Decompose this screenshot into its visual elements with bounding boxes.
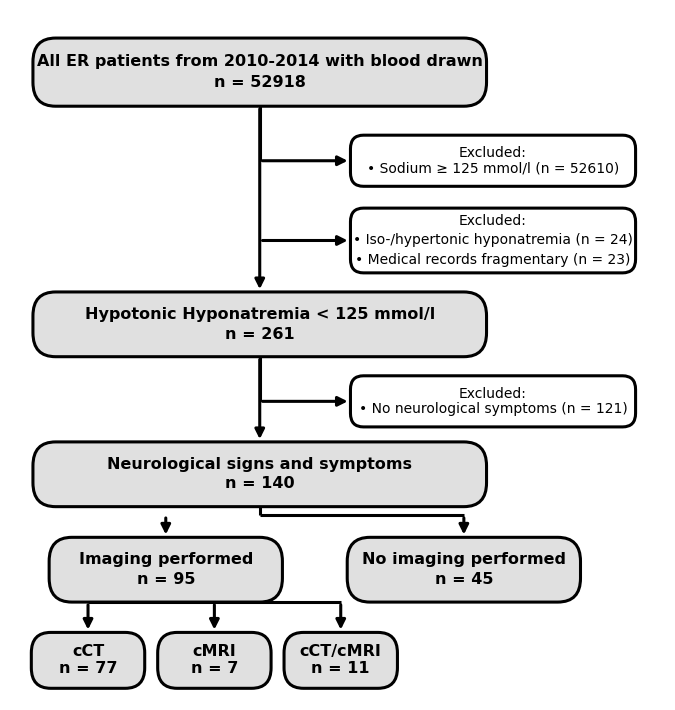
Text: cMRI: cMRI <box>192 645 236 660</box>
Text: • Sodium ≥ 125 mmol/l (n = 52610): • Sodium ≥ 125 mmol/l (n = 52610) <box>367 161 619 175</box>
FancyBboxPatch shape <box>49 537 282 602</box>
FancyBboxPatch shape <box>284 633 398 688</box>
Text: Excluded:: Excluded: <box>459 387 527 400</box>
Text: n = 52918: n = 52918 <box>214 75 306 90</box>
Text: All ER patients from 2010-2014 with blood drawn: All ER patients from 2010-2014 with bloo… <box>37 55 483 70</box>
Text: Imaging performed: Imaging performed <box>78 552 253 567</box>
FancyBboxPatch shape <box>31 633 144 688</box>
Text: • Medical records fragmentary (n = 23): • Medical records fragmentary (n = 23) <box>355 253 630 267</box>
FancyBboxPatch shape <box>350 376 636 427</box>
FancyBboxPatch shape <box>33 38 487 106</box>
Text: cCT/cMRI: cCT/cMRI <box>300 645 381 660</box>
Text: • No neurological symptoms (n = 121): • No neurological symptoms (n = 121) <box>358 402 627 416</box>
Text: n = 7: n = 7 <box>191 661 238 676</box>
Text: n = 11: n = 11 <box>311 661 370 676</box>
Text: No imaging performed: No imaging performed <box>362 552 566 567</box>
FancyBboxPatch shape <box>350 135 636 186</box>
Text: Excluded:: Excluded: <box>459 214 527 228</box>
Text: n = 45: n = 45 <box>435 572 493 587</box>
FancyBboxPatch shape <box>33 442 487 507</box>
Text: n = 261: n = 261 <box>225 327 294 342</box>
FancyBboxPatch shape <box>347 537 580 602</box>
FancyBboxPatch shape <box>158 633 271 688</box>
FancyBboxPatch shape <box>350 208 636 273</box>
Text: n = 95: n = 95 <box>136 572 195 587</box>
Text: Hypotonic Hyponatremia < 125 mmol/l: Hypotonic Hyponatremia < 125 mmol/l <box>84 307 435 322</box>
Text: n = 140: n = 140 <box>225 476 294 491</box>
Text: • Iso-/hypertonic hyponatremia (n = 24): • Iso-/hypertonic hyponatremia (n = 24) <box>353 234 633 248</box>
Text: Excluded:: Excluded: <box>459 146 527 160</box>
Text: n = 77: n = 77 <box>59 661 117 676</box>
Text: Neurological signs and symptoms: Neurological signs and symptoms <box>107 457 412 472</box>
Text: cCT: cCT <box>72 645 104 660</box>
FancyBboxPatch shape <box>33 292 487 356</box>
